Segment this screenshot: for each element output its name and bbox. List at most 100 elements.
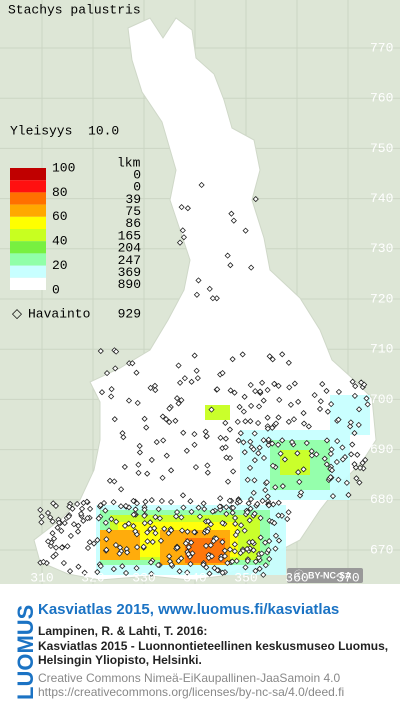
observation [260,454,268,462]
observation [207,521,214,528]
observation [209,508,216,515]
observation [311,392,318,399]
observation [222,435,229,442]
observation [191,529,198,536]
observation [232,520,239,527]
observation [47,542,54,550]
observation [355,421,362,428]
frequency: Yleisyys 10.0 [10,123,119,138]
observation [111,478,118,485]
license-text: Creative Commons Nimeä-EiKaupallinen-Jaa… [38,671,340,685]
observation [67,532,74,539]
observation [161,525,168,532]
observation [122,569,130,577]
grid-label: 330 [132,570,155,585]
observation [113,348,120,355]
observation [117,503,125,510]
observation [231,548,238,555]
observation [275,499,282,506]
observation [121,463,128,471]
observation [217,555,225,562]
legend-swatch [10,204,46,217]
observation [279,437,286,444]
observation [351,430,358,437]
observation [148,456,155,463]
observation [335,476,342,483]
observation [50,535,58,542]
grid-label: 360 [285,570,308,585]
observation [168,527,175,534]
observation [184,205,191,212]
citation: Kasviatlas 2015 - Luonnontieteellinen ke… [38,639,388,653]
observation [185,544,192,551]
observation [102,519,109,526]
legend-count: 39 [125,192,141,207]
observation [313,451,320,458]
observation [298,489,305,496]
observation [275,382,282,389]
observation [94,537,101,544]
observation [308,452,315,459]
observation [56,519,63,526]
observation [173,513,180,520]
citation: Lampinen, R. & Lahti, T. 2016: [38,624,207,638]
observation [319,381,326,388]
observation [119,430,126,437]
observation [132,528,139,535]
observation [214,386,221,393]
observation [141,506,148,513]
observation [300,410,307,417]
observation [347,419,354,426]
observation [229,509,236,516]
legend-swatch [10,192,46,205]
observation [356,479,363,486]
observation [269,462,276,469]
observation [361,381,368,388]
grid-label: 350 [234,570,257,585]
observation [152,530,159,537]
observation [264,386,271,394]
legend-count: 204 [118,241,142,256]
observation [174,544,181,551]
legend-count: 0 [133,180,141,195]
observation [179,527,186,534]
observation [237,430,244,437]
observation [223,510,230,517]
observation [256,444,263,451]
observation [194,375,201,382]
observation [275,414,282,421]
observation [275,537,283,544]
observation [269,424,276,431]
observation [244,476,251,483]
observation [179,492,187,499]
observation [176,239,184,246]
observation [266,353,273,360]
observation [178,204,185,211]
observation [155,561,162,569]
observation [111,416,118,423]
observation [264,493,271,500]
observation [175,400,182,407]
observation [130,497,137,504]
grid-label: 310 [30,570,53,585]
observation [262,539,269,546]
observation [279,351,286,358]
observation [193,367,200,374]
observation [224,559,231,567]
observation [228,210,235,217]
headline: Kasviatlas 2015, www.luomus.fi/kasviatla… [38,601,339,618]
observation [272,420,280,427]
observation [166,405,173,412]
legend-count: 890 [118,277,141,292]
legend-count: 165 [118,228,141,243]
legend-scale-label: 0 [52,282,60,297]
observation [358,379,365,386]
observation [132,506,139,513]
observation [343,479,350,486]
observation [180,429,187,436]
observation [81,569,88,576]
observation [163,416,170,423]
observation [233,557,240,565]
observation [205,518,212,525]
observation [37,506,44,513]
